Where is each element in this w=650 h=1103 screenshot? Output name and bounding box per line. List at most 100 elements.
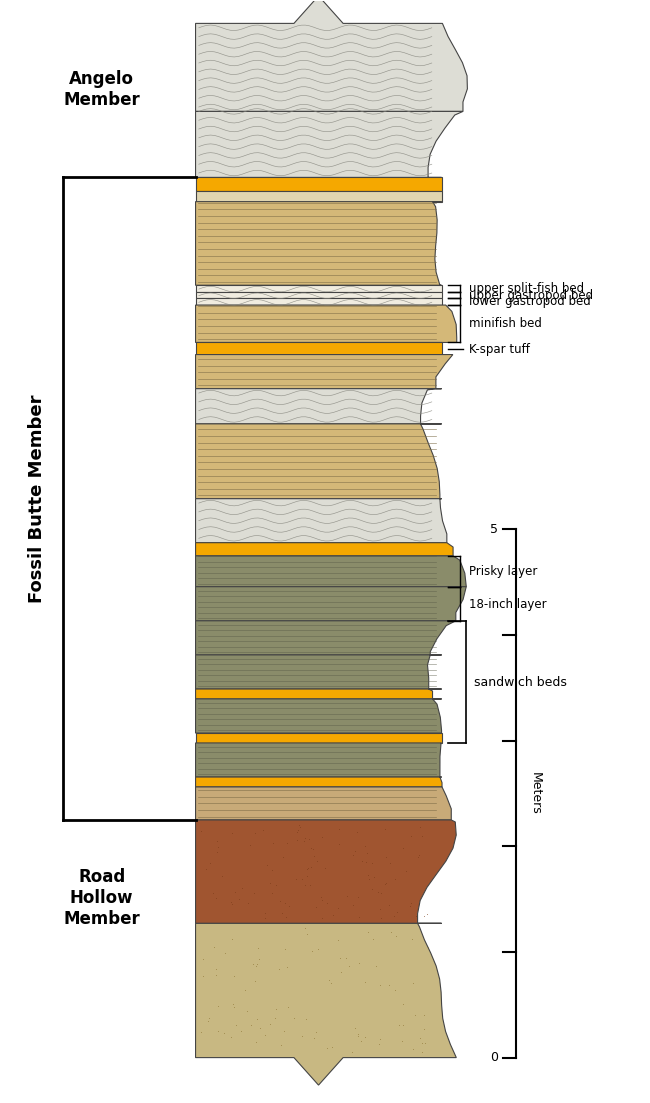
Point [259,1026,270,1043]
Point [423,939,434,956]
Point [269,1009,280,1027]
Point [294,816,304,834]
Point [252,955,263,973]
Point [391,927,401,944]
Point [227,995,238,1013]
Polygon shape [196,292,441,299]
Point [302,860,312,878]
Point [250,824,260,842]
Point [322,895,333,912]
Point [240,981,250,998]
Point [311,898,322,915]
Point [421,904,432,922]
Point [371,957,382,975]
Point [417,1035,427,1052]
Point [356,1032,367,1050]
Polygon shape [196,306,457,342]
Point [389,981,400,998]
Point [291,870,302,888]
Polygon shape [196,354,453,388]
Point [297,870,307,888]
Text: 0: 0 [490,1051,498,1064]
Point [291,832,302,849]
Point [276,1036,286,1053]
Point [352,823,362,840]
Point [203,1013,213,1030]
Point [411,907,421,924]
Point [227,895,237,912]
Point [406,895,416,912]
Point [348,896,358,913]
Point [259,904,270,922]
Point [213,1021,223,1039]
Point [281,959,292,976]
Point [380,875,390,892]
Point [405,898,415,915]
Polygon shape [196,342,441,354]
Point [211,843,222,860]
Point [359,837,370,855]
Polygon shape [196,0,467,111]
Point [294,818,305,836]
Point [211,961,221,978]
Point [344,957,354,975]
Polygon shape [196,587,466,621]
Polygon shape [196,699,441,733]
Point [415,1029,425,1047]
Text: K-spar tuff: K-spar tuff [469,343,530,355]
Point [384,976,394,994]
Point [229,967,239,985]
Point [350,842,361,859]
Point [226,824,237,842]
Point [198,951,208,968]
Point [296,1027,307,1045]
Polygon shape [196,178,441,191]
Point [398,839,408,857]
Point [348,846,358,864]
Point [419,1006,430,1024]
Text: Prisky layer: Prisky layer [469,565,538,578]
Polygon shape [196,777,442,786]
Point [259,909,270,927]
Point [317,891,327,909]
Point [252,1009,263,1027]
Point [262,856,272,874]
Polygon shape [196,655,441,689]
Point [362,844,372,861]
Point [317,888,327,906]
Point [408,974,418,992]
Point [302,859,313,877]
Point [254,951,265,968]
Point [234,890,244,908]
Point [352,1025,363,1042]
Point [410,1006,420,1024]
Point [385,854,396,871]
Polygon shape [196,543,453,556]
Point [257,821,268,838]
Point [304,831,314,848]
Polygon shape [196,191,441,202]
Point [213,997,224,1015]
Point [270,877,281,895]
Point [382,848,392,866]
Text: upper split-fish bed: upper split-fish bed [469,282,584,295]
Point [268,834,278,852]
Point [380,821,390,838]
Point [356,853,367,870]
Point [255,1019,265,1037]
Point [281,834,292,852]
Text: lower gastropod bed: lower gastropod bed [469,296,591,308]
Point [400,863,411,880]
Point [336,963,346,981]
Point [390,870,400,888]
Point [229,882,240,900]
Point [302,925,312,943]
Point [374,900,385,918]
Point [328,906,338,923]
Point [317,909,327,927]
Polygon shape [196,388,441,424]
Point [333,931,343,949]
Text: upper gastropod bed: upper gastropod bed [469,289,593,301]
Point [364,870,374,888]
Point [354,954,365,972]
